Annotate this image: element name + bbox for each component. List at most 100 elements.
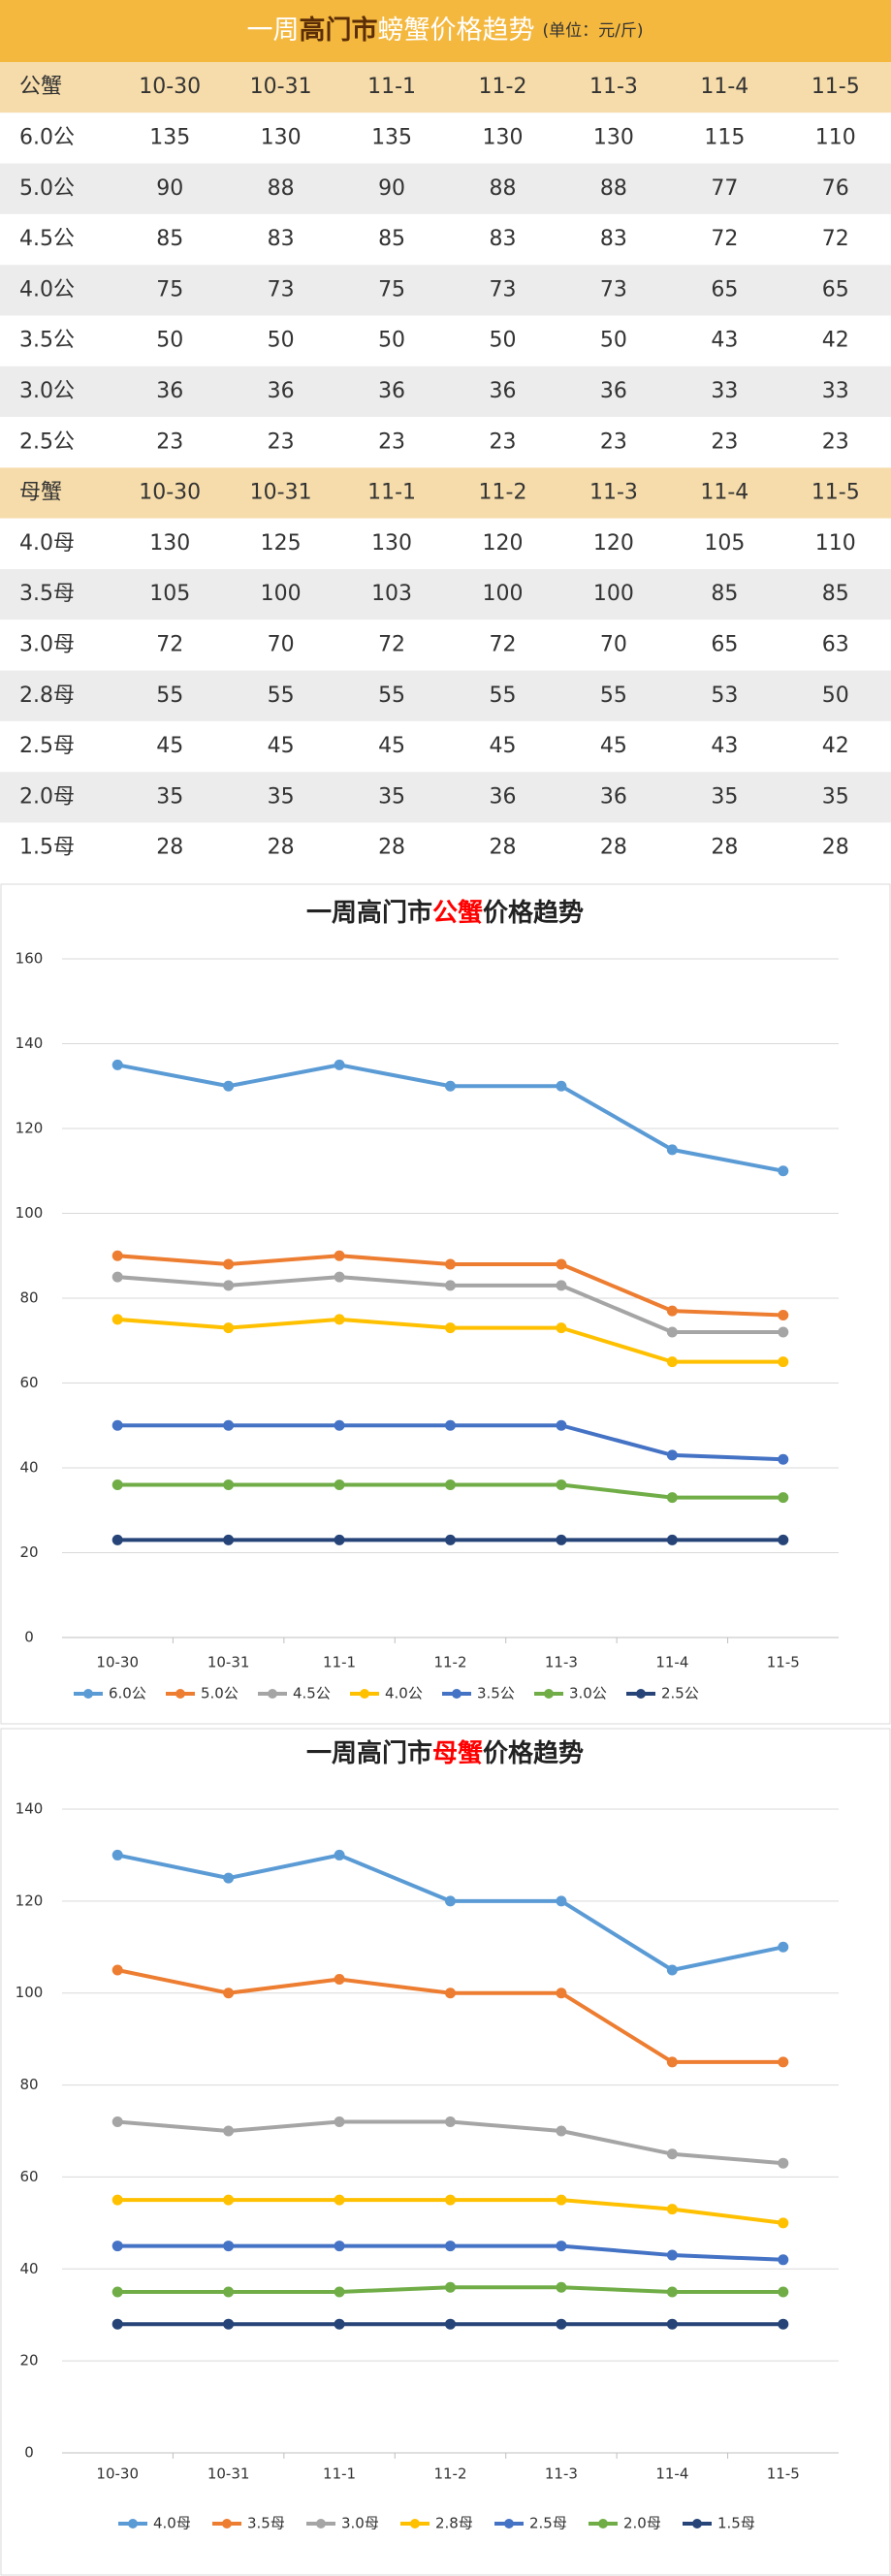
text-part: 价格趋势 <box>483 1738 584 1768</box>
data-point <box>666 2249 678 2261</box>
data-point <box>778 2056 789 2068</box>
data-point <box>334 1419 345 1431</box>
data-point <box>111 1314 123 1325</box>
table-cell: 28 <box>490 836 517 860</box>
table-cell: 4.5公 <box>19 227 75 251</box>
text-part: 一周高门市 <box>306 898 432 928</box>
data-point <box>334 1271 345 1283</box>
table-cell: 35 <box>268 784 295 809</box>
legend-marker <box>410 2519 420 2528</box>
data-point <box>556 1322 567 1334</box>
y-tick-label: 100 <box>16 1984 44 2001</box>
data-point <box>223 1280 235 1291</box>
table-cell: 23 <box>268 429 295 454</box>
table-cell: 36 <box>268 379 295 403</box>
table-row <box>0 720 891 773</box>
table-cell: 100 <box>593 582 634 606</box>
legend-label: 4.0公 <box>385 1685 423 1702</box>
table-cell: 55 <box>156 684 183 708</box>
table-header-cell: 11-5 <box>811 75 860 99</box>
table-cell: 130 <box>149 531 190 556</box>
table-cell: 55 <box>378 684 405 708</box>
legend-label: 2.0母 <box>623 2515 661 2532</box>
table-cell: 45 <box>378 734 405 758</box>
table-cell: 55 <box>600 684 627 708</box>
table-cell: 53 <box>711 684 738 708</box>
data-point <box>556 1280 567 1291</box>
table-row <box>0 417 891 468</box>
data-point <box>778 2157 789 2169</box>
data-point <box>445 2241 456 2252</box>
table-cell: 72 <box>490 632 517 656</box>
table-cell: 23 <box>822 429 849 454</box>
table-cell: 75 <box>378 277 405 302</box>
data-point <box>111 1479 123 1490</box>
table-cell: 35 <box>822 784 849 809</box>
table-title-bar <box>0 0 891 62</box>
legend-marker <box>175 1689 185 1699</box>
data-point <box>223 2318 235 2330</box>
x-tick-label: 10-30 <box>96 2465 139 2483</box>
data-point <box>556 2125 567 2137</box>
text-part: 高门市 <box>300 15 378 46</box>
table-cell: 65 <box>711 277 738 302</box>
data-point <box>223 1872 235 1884</box>
data-point <box>334 1059 345 1070</box>
data-point <box>334 2286 345 2298</box>
data-point <box>445 2318 456 2330</box>
data-point <box>778 2254 789 2266</box>
table-cell: 23 <box>490 429 517 454</box>
data-point <box>334 2194 345 2206</box>
text-part: 母蟹 <box>432 1738 483 1768</box>
data-point <box>666 2318 678 2330</box>
table-cell: 73 <box>490 277 517 302</box>
data-point <box>666 2148 678 2160</box>
table-cell: 110 <box>815 531 856 556</box>
y-tick-label: 20 <box>19 2352 38 2369</box>
table-header-cell: 11-1 <box>367 481 416 505</box>
data-point <box>445 1258 456 1270</box>
chart-frame <box>0 1728 891 2576</box>
x-tick-label: 11-2 <box>433 1654 466 1671</box>
data-point <box>445 2116 456 2128</box>
data-point <box>334 1534 345 1545</box>
data-point <box>445 1988 456 1999</box>
table-cell: 42 <box>822 734 849 758</box>
table-cell: 3.0公 <box>19 379 75 403</box>
table-cell: 135 <box>149 125 190 149</box>
data-point <box>666 2056 678 2068</box>
table-cell: 120 <box>483 531 524 556</box>
legend-marker <box>316 2519 326 2528</box>
table-cell: 28 <box>711 836 738 860</box>
legend-marker <box>268 1689 277 1699</box>
table-header-cell: 10-30 <box>139 481 201 505</box>
table-cell: 100 <box>483 582 524 606</box>
chart-frame <box>0 883 891 1725</box>
y-tick-label: 40 <box>19 1459 38 1477</box>
data-point <box>111 1964 123 1976</box>
data-point <box>556 1988 567 1999</box>
y-tick-label: 60 <box>19 1374 38 1391</box>
table-header-cell: 公蟹 <box>19 75 62 99</box>
legend-marker <box>544 1689 554 1699</box>
data-point <box>666 1356 678 1368</box>
data-point <box>111 2286 123 2298</box>
y-tick-label: 40 <box>19 2260 38 2277</box>
table-header-cell: 11-5 <box>811 481 860 505</box>
table-cell: 4.0母 <box>19 531 75 556</box>
data-point <box>223 1322 235 1334</box>
table-cell: 72 <box>711 227 738 251</box>
table-row <box>0 163 891 214</box>
table-cell: 4.0公 <box>19 277 75 302</box>
table-header-cell: 10-31 <box>250 481 312 505</box>
table-cell: 90 <box>378 176 405 201</box>
table-cell: 130 <box>261 125 302 149</box>
table-cell: 85 <box>156 227 183 251</box>
data-point <box>556 2318 567 2330</box>
y-tick-label: 160 <box>16 950 44 968</box>
data-point <box>223 1479 235 1490</box>
table-row <box>0 213 891 266</box>
data-point <box>778 1492 789 1504</box>
data-point <box>445 2281 456 2293</box>
data-point <box>556 1895 567 1907</box>
